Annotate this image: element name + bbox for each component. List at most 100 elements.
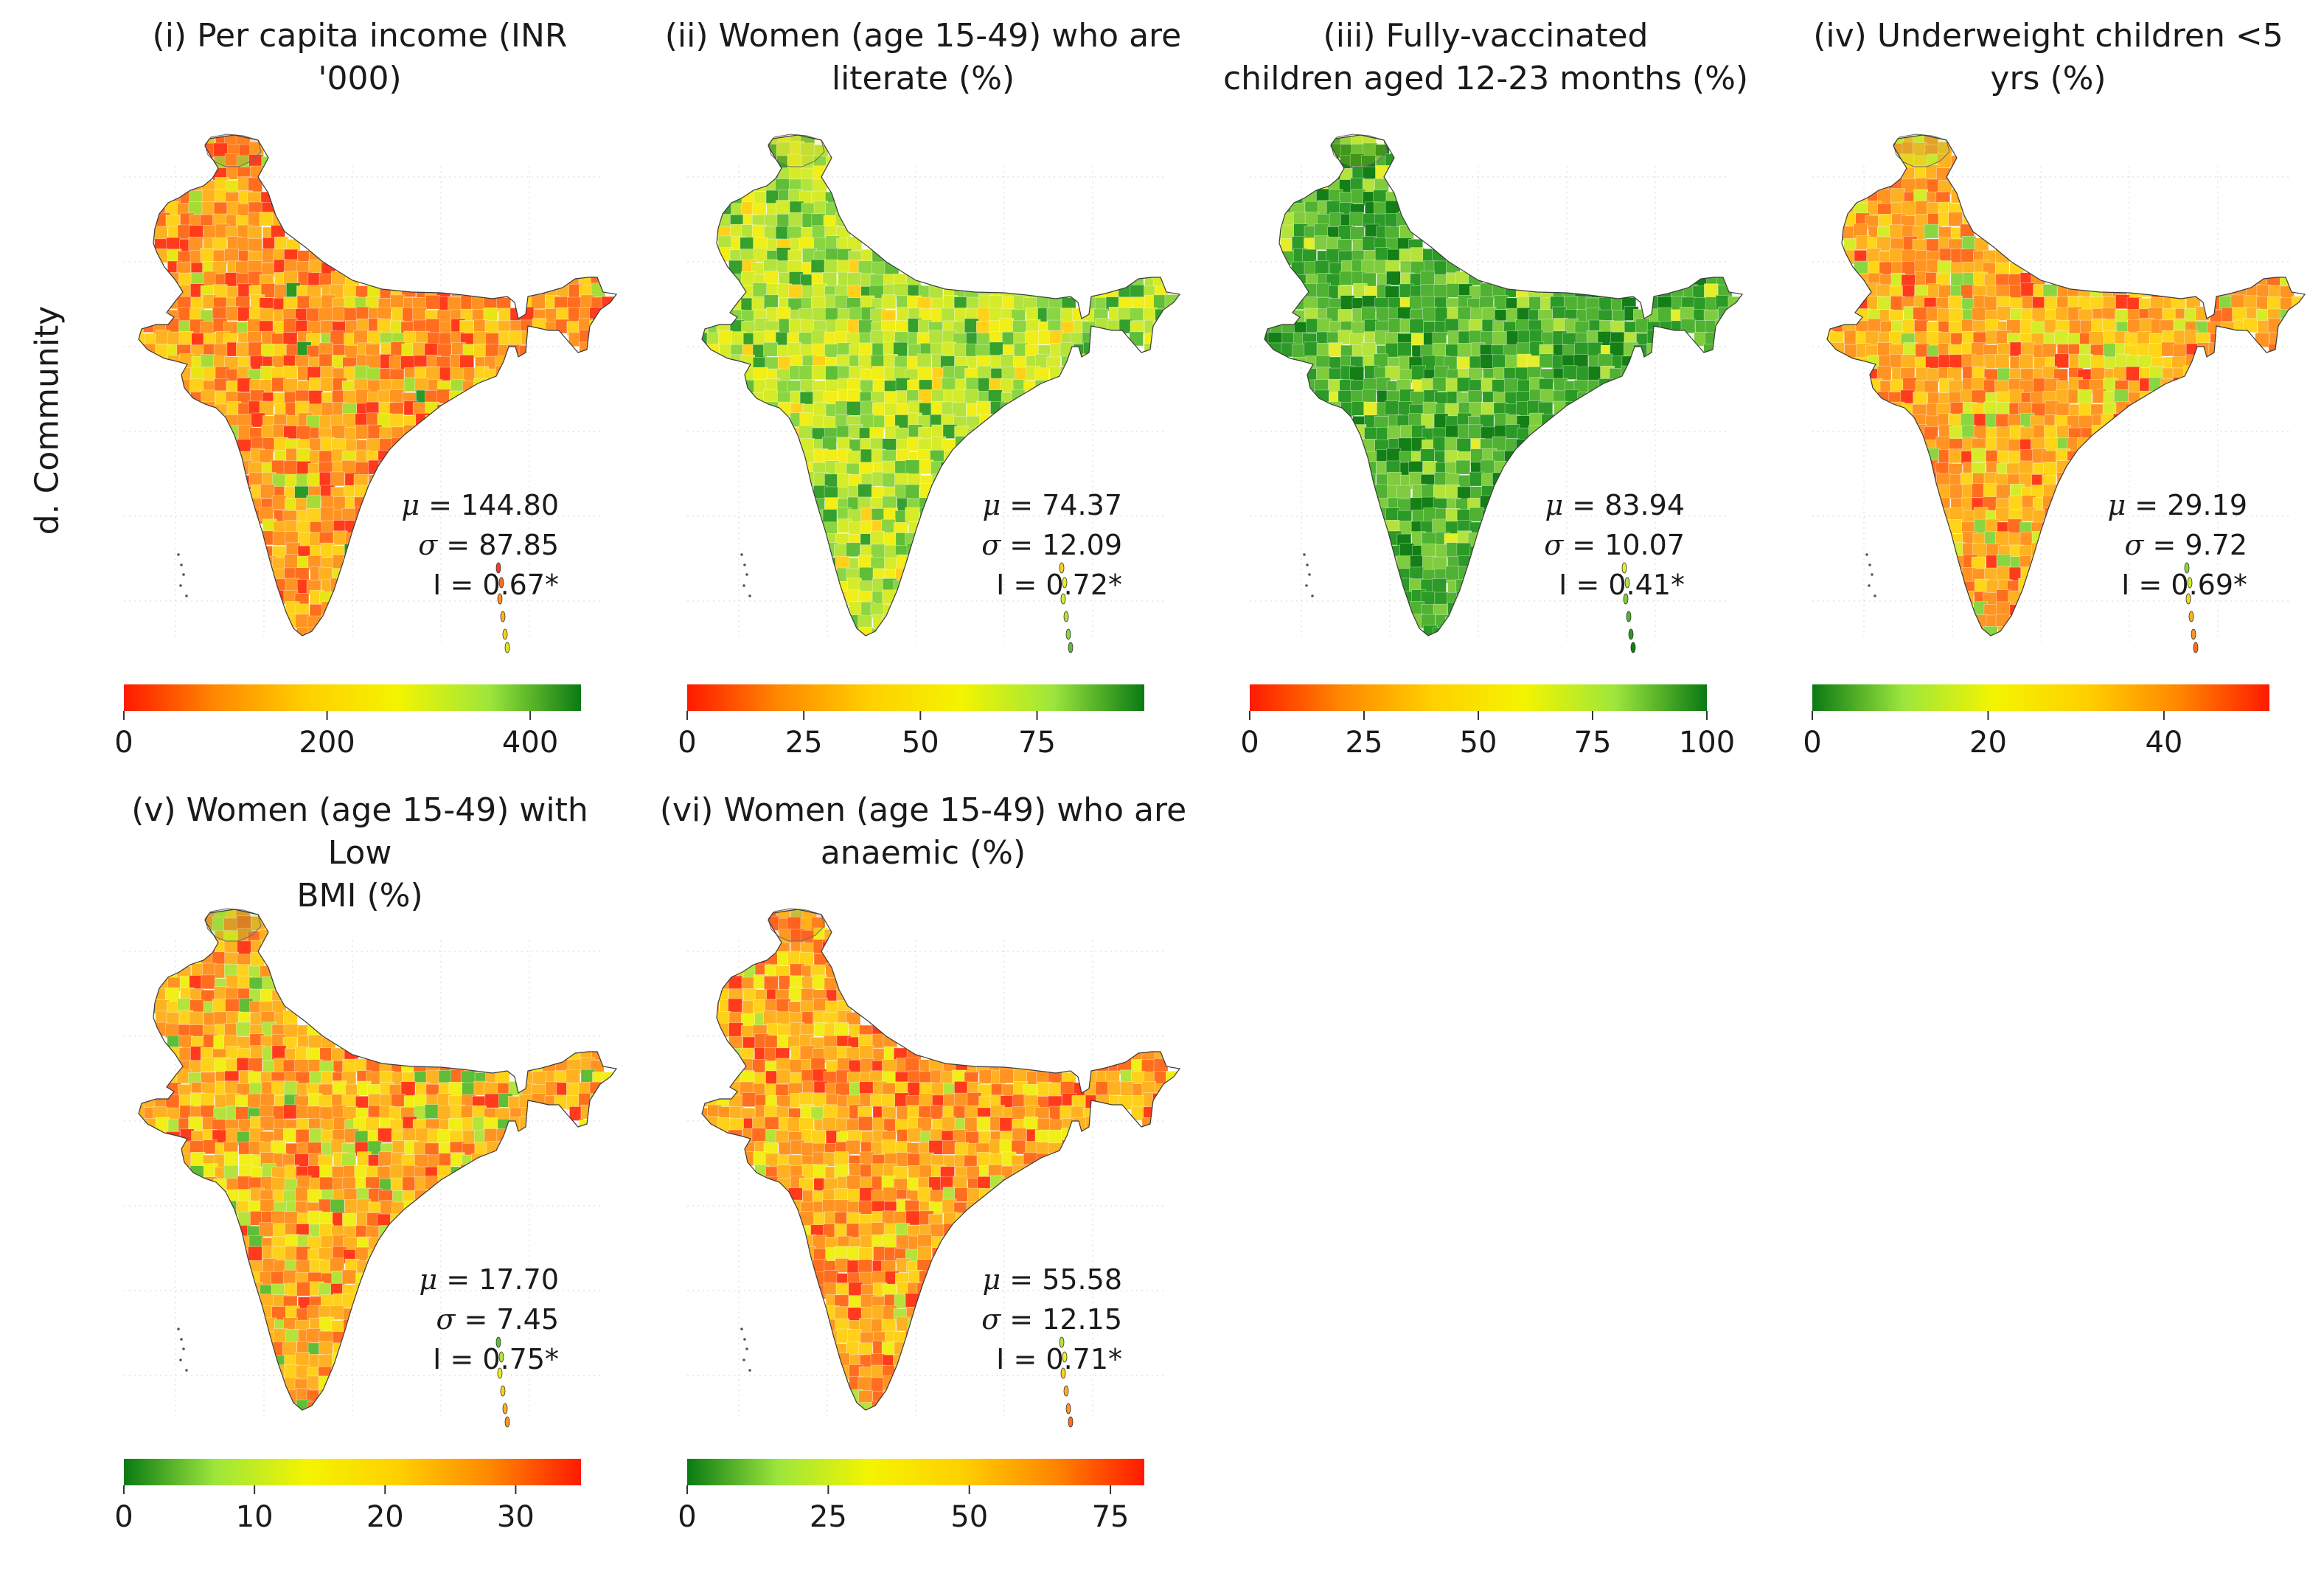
stat-mean: μ = 17.70 [419,1263,560,1296]
choropleth-map: 0 200 400 [114,133,618,760]
stat-morans-i-symbol: I [1559,569,1568,601]
map-panel: (v) Women (age 15-49) with Low BMI (%) 0 1… [94,774,625,1534]
stat-morans-i-value: 0.41* [1608,569,1685,601]
stat-mean-value: 144.80 [461,489,559,521]
india-outline [138,134,618,636]
stat-sd: σ = 87.85 [418,529,559,561]
legend-tick-label: 30 [497,1500,535,1534]
stat-sd: σ = 10.07 [1544,529,1685,561]
map-panel: (iii) Fully-vaccinated children aged 12-… [1220,0,1751,760]
panel-title: (i) Per capita income (INR '000) [152,17,568,97]
panel-title: (iii) Fully-vaccinated children aged 12-… [1222,17,1749,97]
stat-sd: σ = 7.45 [436,1303,559,1336]
panel-title: (iv) Underweight children <5 yrs (%) [1813,17,2283,97]
stat-mean-symbol: μ [2107,489,2126,521]
india-outline [701,909,1181,1411]
stat-mean-symbol: μ [1545,489,1564,521]
legend-colorbar [124,1459,581,1485]
stat-sd-value: 12.09 [1042,529,1122,561]
map-panel: (ii) Women (age 15-49) who are literate … [658,0,1189,760]
stat-mean-symbol: μ [982,489,1001,521]
legend-tick-label: 0 [678,726,696,760]
legend-tick-label: 25 [810,1500,847,1534]
stat-sd-symbol: σ [436,1303,456,1336]
legend-tick-label: 75 [1092,1500,1130,1534]
stat-morans-i-value: 0.67* [482,569,559,601]
india-outline [701,134,1181,636]
map-panel: (vi) Women (age 15-49) who are anaemic (… [658,774,1189,1534]
map-panel: (i) Per capita income (INR '000) 0 200 400 μ… [94,0,625,760]
stat-sd: σ = 12.09 [981,529,1122,561]
choropleth-map: 0 25 50 75 [678,133,1181,760]
legend-tick-label: 400 [502,726,558,760]
legend-colorbar [1250,684,1707,711]
stat-sd-symbol: σ [2124,529,2144,561]
choropleth-map: 0 10 20 30 [114,908,618,1534]
legend-tick-label: 25 [1346,726,1383,760]
island-groups [1865,553,2199,653]
stat-mean-value: 17.70 [479,1263,559,1296]
stat-morans-i-value: 0.72* [1046,569,1122,601]
stat-sd-symbol: σ [1544,529,1564,561]
stat-morans-i-symbol: I [433,1343,442,1375]
stat-morans-i: I = 0.69* [2121,569,2247,601]
india-outline [1264,134,1744,636]
legend-colorbar [687,684,1144,711]
stat-morans-i-value: 0.69* [2171,569,2247,601]
stat-morans-i-value: 0.71* [1046,1343,1122,1375]
row-label-text: d. Community [28,305,66,535]
legend-tick-label: 20 [366,1500,404,1534]
stat-morans-i: I = 0.67* [433,569,559,601]
summary-stats: μ = 17.70 σ = 7.45 I = 0.75* [420,1260,560,1379]
legend-tick-label: 25 [785,726,823,760]
legend-colorbar [687,1459,1144,1485]
choropleth-map: 0 25 50 75 [678,908,1181,1534]
stat-sd-symbol: σ [981,529,1001,561]
stat-sd: σ = 12.15 [981,1303,1122,1336]
stat-morans-i-symbol: I [996,1343,1005,1375]
stat-morans-i: I = 0.41* [1559,569,1685,601]
stat-mean: μ = 55.58 [982,1263,1123,1296]
legend-tick-label: 20 [1969,726,2007,760]
legend-tick-label: 100 [1679,726,1735,760]
stat-sd-value: 10.07 [1604,529,1685,561]
summary-stats: μ = 29.19 σ = 9.72 I = 0.69* [2108,485,2248,605]
stat-mean: μ = 74.37 [982,489,1123,521]
stat-morans-i-value: 0.75* [482,1343,559,1375]
stat-sd-value: 87.85 [479,529,559,561]
india-outline [1826,134,2306,636]
island-groups [1303,553,1636,653]
legend-tick-label: 40 [2145,726,2182,760]
stat-mean-symbol: μ [401,489,420,521]
stat-sd-symbol: σ [981,1303,1001,1336]
panel-title: (vi) Women (age 15-49) who are anaemic (… [659,791,1187,872]
legend-tick-label: 0 [678,1500,696,1534]
summary-stats: μ = 74.37 σ = 12.09 I = 0.72* [981,485,1122,605]
stat-mean-value: 29.19 [2167,489,2247,521]
stat-mean-value: 55.58 [1042,1263,1122,1296]
district-cells [139,135,616,636]
stat-sd: σ = 9.72 [2124,529,2247,561]
stat-morans-i-symbol: I [996,569,1005,601]
stat-mean: μ = 29.19 [2107,489,2248,521]
legend-tick-label: 0 [114,1500,133,1534]
panel-title: (v) Women (age 15-49) with Low BMI (%) [131,791,588,915]
map-panel: (iv) Underweight children <5 yrs (%) 0 20 4… [1783,0,2314,760]
legend-tick-label: 50 [1460,726,1497,760]
summary-stats: μ = 144.80 σ = 87.85 I = 0.67* [401,485,559,605]
choropleth-map: 0 25 50 75 100 [1240,133,1744,760]
legend-tick-label: 0 [114,726,133,760]
island-groups [177,1328,510,1428]
legend-tick-label: 0 [1803,726,1821,760]
stat-mean: μ = 83.94 [1545,489,1685,521]
stat-sd-value: 7.45 [496,1303,559,1336]
stat-morans-i: I = 0.72* [996,569,1122,601]
legend-colorbar [124,684,581,711]
stat-mean-symbol: μ [419,1263,438,1296]
island-groups [740,553,1074,653]
stat-morans-i: I = 0.71* [996,1343,1122,1375]
legend-tick-label: 50 [950,1500,988,1534]
stat-sd-symbol: σ [418,529,438,561]
legend-tick-label: 75 [1574,726,1612,760]
stat-morans-i-symbol: I [2121,569,2130,601]
